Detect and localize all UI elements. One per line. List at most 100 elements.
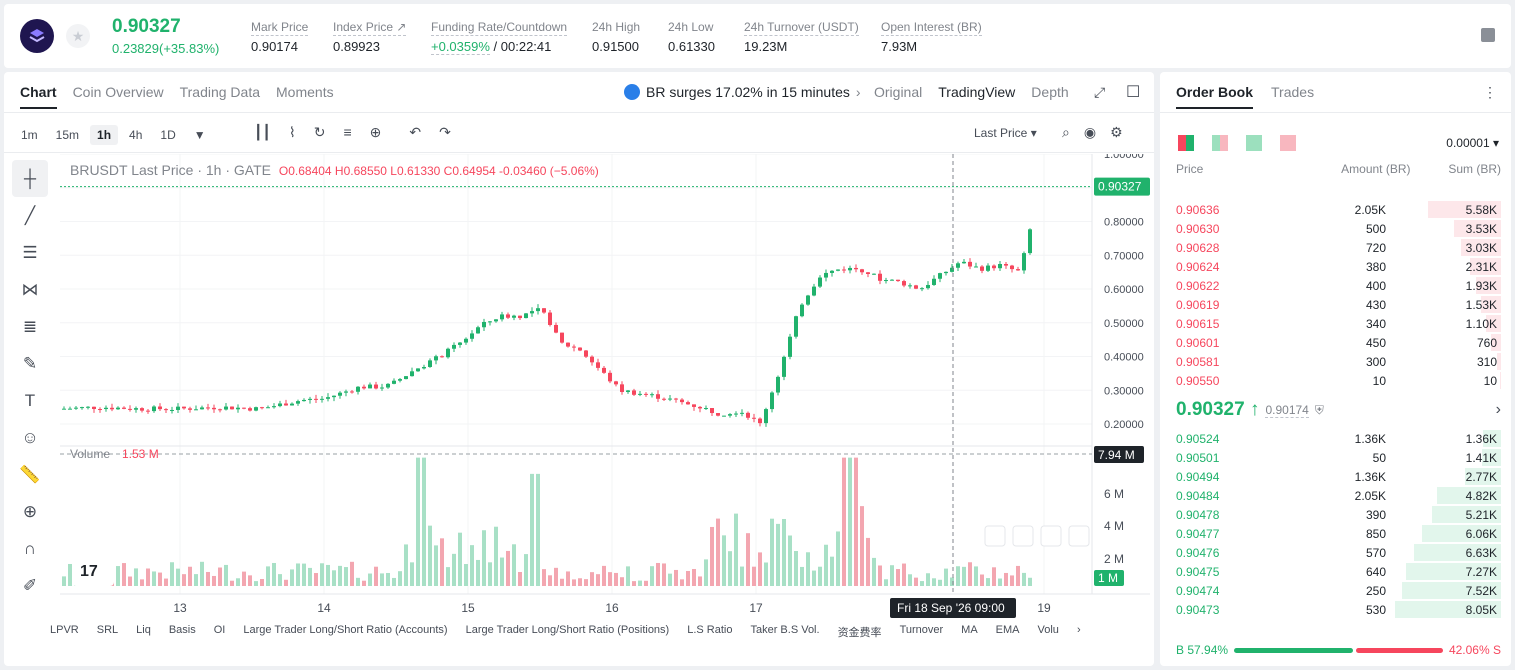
template-icon[interactable]: ≡ (343, 124, 352, 140)
expand-icon[interactable]: ⤢ (1094, 84, 1106, 100)
fib-icon[interactable]: ≣ (22, 316, 38, 336)
text-icon[interactable]: T (24, 390, 36, 410)
candle-body (542, 308, 546, 313)
brush-icon[interactable]: ✎ (22, 353, 38, 373)
tab-order-book[interactable]: Order Book (1176, 84, 1254, 109)
horizontal-lines-icon[interactable]: ☰ (22, 242, 38, 262)
ind-ls-ratio[interactable]: L.S Ratio (687, 624, 733, 636)
ask-row[interactable]: 0.90619 430 1.53K (1160, 295, 1511, 314)
bid-row[interactable]: 0.90476 570 6.63K (1160, 543, 1511, 562)
chevron-right-icon[interactable]: › (1495, 401, 1501, 418)
pencil-lock-icon[interactable]: ✐ (22, 575, 38, 595)
y-tick-label: 0.20000 (1104, 419, 1144, 431)
trendline-icon[interactable]: ╱ (24, 205, 36, 225)
chevron-right-icon[interactable]: › (1076, 624, 1081, 636)
window-icon[interactable]: ☐ (1126, 84, 1141, 101)
crosshair-icon[interactable]: ┼ (12, 160, 48, 197)
tf-15m[interactable]: 15m (55, 128, 80, 142)
notebook-icon[interactable] (1481, 28, 1495, 42)
mode-asks-icon[interactable] (1280, 135, 1296, 151)
candle-body (512, 315, 516, 318)
ask-row[interactable]: 0.90615 340 1.10K (1160, 314, 1511, 333)
tf-dropdown-icon[interactable]: ▼ (193, 128, 206, 142)
bid-row[interactable]: 0.90484 2.05K 4.82K (1160, 486, 1511, 505)
price-chart[interactable]: 1.000000.900000.800000.700000.600000.500… (60, 154, 1150, 620)
ind-ls-accounts[interactable]: Large Trader Long/Short Ratio (Accounts) (243, 624, 448, 636)
ind-lpvr[interactable]: LPVR (50, 624, 79, 636)
ind-basis[interactable]: Basis (168, 624, 196, 636)
tf-1h[interactable]: 1h (90, 125, 119, 145)
indicators-icon[interactable]: ⌇ (288, 124, 296, 140)
pattern-icon[interactable]: ⋈ (21, 279, 39, 299)
tab-coin-overview[interactable]: Coin Overview (72, 84, 164, 100)
ind-liq[interactable]: Liq (136, 624, 151, 636)
replay-icon[interactable]: ↻ (313, 124, 326, 140)
ind-srl[interactable]: SRL (96, 624, 119, 636)
mode-both-icon[interactable] (1178, 135, 1194, 151)
ask-row[interactable]: 0.90601 450 760 (1160, 333, 1511, 352)
search-icon[interactable]: ⌕ (1062, 124, 1070, 140)
ind-volume[interactable]: Volu (1037, 624, 1059, 636)
price-source-select[interactable]: Last Price ▾ (974, 126, 1037, 140)
bid-row[interactable]: 0.90473 530 8.05K (1160, 600, 1511, 619)
ind-ema[interactable]: EMA (995, 624, 1020, 636)
chart-tabs: Chart Coin Overview Trading Data Moments (20, 84, 334, 109)
ind-ls-positions[interactable]: Large Trader Long/Short Ratio (Positions… (465, 624, 670, 636)
candle-body (344, 391, 348, 393)
tf-1d[interactable]: 1D (160, 128, 176, 142)
bid-row[interactable]: 0.90477 850 6.06K (1160, 524, 1511, 543)
bid-row[interactable]: 0.90501 50 1.41K (1160, 448, 1511, 467)
ask-row[interactable]: 0.90622 400 1.93K (1160, 276, 1511, 295)
crosshair-date: Fri 18 Sep '26 09:00 (897, 601, 1005, 615)
gear-icon[interactable]: ⚙ (1110, 124, 1123, 140)
candle-type-icon[interactable]: ┃┃ (254, 124, 271, 140)
bid-row[interactable]: 0.90524 1.36K 1.36K (1160, 429, 1511, 448)
tf-1m[interactable]: 1m (21, 128, 38, 142)
ask-row[interactable]: 0.90581 300 310 (1160, 352, 1511, 371)
view-original[interactable]: Original (874, 84, 923, 100)
depth-bar (1395, 601, 1501, 618)
mode-bids-icon[interactable] (1246, 135, 1262, 151)
ind-turnover[interactable]: Turnover (899, 624, 944, 636)
stat-index-price[interactable]: Index Price ↗ 0.89923 (333, 20, 407, 54)
camera-icon[interactable]: ◉ (1083, 124, 1097, 140)
bid-row[interactable]: 0.90474 250 7.52K (1160, 581, 1511, 600)
undo-icon[interactable]: ↶ (409, 124, 422, 140)
ind-funding[interactable]: 资金费率 (837, 627, 882, 639)
ruler-icon[interactable]: 📏 (19, 464, 41, 484)
tab-chart[interactable]: Chart (20, 84, 57, 109)
volume-bar (518, 572, 522, 586)
ind-ma[interactable]: MA (961, 624, 978, 636)
bid-row[interactable]: 0.90478 390 5.21K (1160, 505, 1511, 524)
view-depth[interactable]: Depth (1031, 84, 1069, 100)
ask-row[interactable]: 0.90636 2.05K 5.58K (1160, 200, 1511, 219)
view-tradingview[interactable]: TradingView (938, 84, 1016, 100)
tf-4h[interactable]: 4h (129, 128, 143, 142)
ind-taker-vol[interactable]: Taker B.S Vol. (750, 624, 820, 636)
redo-icon[interactable]: ↷ (439, 124, 451, 140)
bid-row[interactable]: 0.90494 1.36K 2.77K (1160, 467, 1511, 486)
volume-bar (284, 579, 288, 586)
emoji-icon[interactable]: ☺ (21, 427, 39, 447)
candle-body (500, 314, 504, 320)
favorite-star-icon[interactable]: ★ (66, 24, 90, 48)
ask-row[interactable]: 0.90550 10 10 (1160, 371, 1511, 390)
mode-both-alt-icon[interactable] (1212, 135, 1228, 151)
add-alert-icon[interactable]: ⊕ (369, 124, 382, 140)
tab-trading-data[interactable]: Trading Data (179, 84, 261, 100)
magnet-icon[interactable]: ∩ (23, 538, 37, 558)
ask-row[interactable]: 0.90630 500 3.53K (1160, 219, 1511, 238)
ask-row[interactable]: 0.90624 380 2.31K (1160, 257, 1511, 276)
tab-moments[interactable]: Moments (276, 84, 334, 100)
bid-row[interactable]: 0.90475 640 7.27K (1160, 562, 1511, 581)
candle-body (110, 407, 114, 410)
volume-bar (698, 576, 702, 586)
more-icon[interactable]: ⋮ (1483, 84, 1497, 100)
zoom-in-icon[interactable]: ⊕ (22, 501, 38, 521)
precision-select[interactable]: 0.00001 ▾ (1446, 136, 1499, 150)
ind-oi[interactable]: OI (213, 624, 226, 636)
tab-trades[interactable]: Trades (1271, 84, 1315, 100)
news-ticker[interactable]: BR surges 17.02% in 15 minutes › (624, 84, 861, 100)
ask-row[interactable]: 0.90628 720 3.03K (1160, 238, 1511, 257)
order-sum: 5.58K (1465, 203, 1497, 217)
